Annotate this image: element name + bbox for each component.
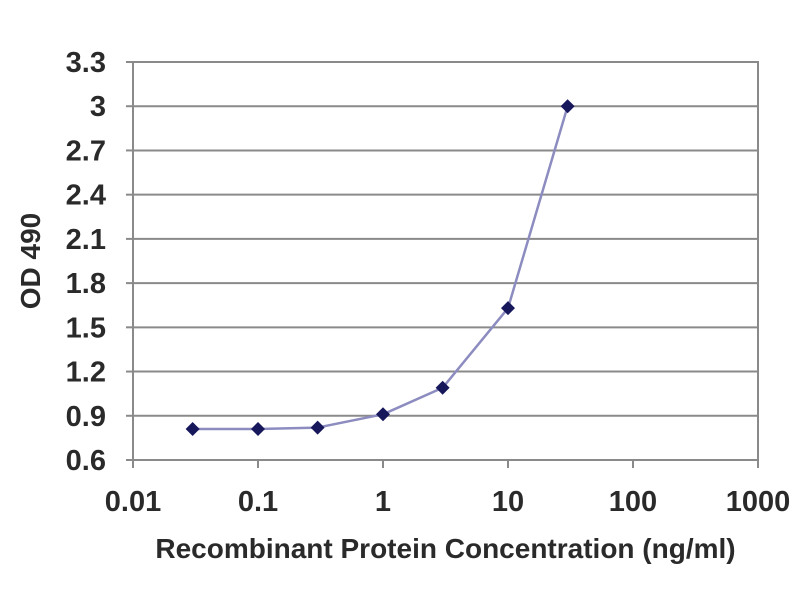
y-tick-label: 1.5 [66, 312, 106, 344]
data-point-marker [435, 380, 450, 395]
y-tick-label: 1.2 [66, 357, 106, 389]
y-tick-label: 2.1 [66, 224, 106, 256]
plot-border [132, 61, 759, 461]
x-tick-label: 1 [375, 486, 391, 518]
y-tick-label: 3 [90, 91, 106, 123]
y-tick-label: 0.6 [66, 445, 106, 477]
data-point-marker [310, 420, 325, 435]
y-axis-title: OD 490 [15, 212, 46, 310]
y-tick-label: 2.4 [66, 180, 106, 212]
y-tick-label: 0.9 [66, 401, 106, 433]
data-point-marker [251, 422, 265, 437]
data-point-marker [185, 422, 200, 437]
data-point-marker [560, 99, 575, 114]
y-tick-label: 1.8 [66, 268, 106, 300]
x-tick-label: 0.1 [238, 486, 278, 518]
data-point-marker [501, 301, 515, 316]
x-tick-label: 1000 [726, 486, 791, 518]
y-tick-label: 3.3 [66, 47, 106, 79]
x-axis-title: Recombinant Protein Concentration (ng/ml… [155, 533, 736, 564]
y-tick-label: 2.7 [66, 135, 106, 167]
series-line [192, 105, 569, 431]
x-tick-label: 0.01 [105, 486, 161, 518]
data-point-marker [376, 407, 390, 422]
x-tick-label: 10 [492, 486, 524, 518]
x-tick-label: 100 [609, 486, 657, 518]
